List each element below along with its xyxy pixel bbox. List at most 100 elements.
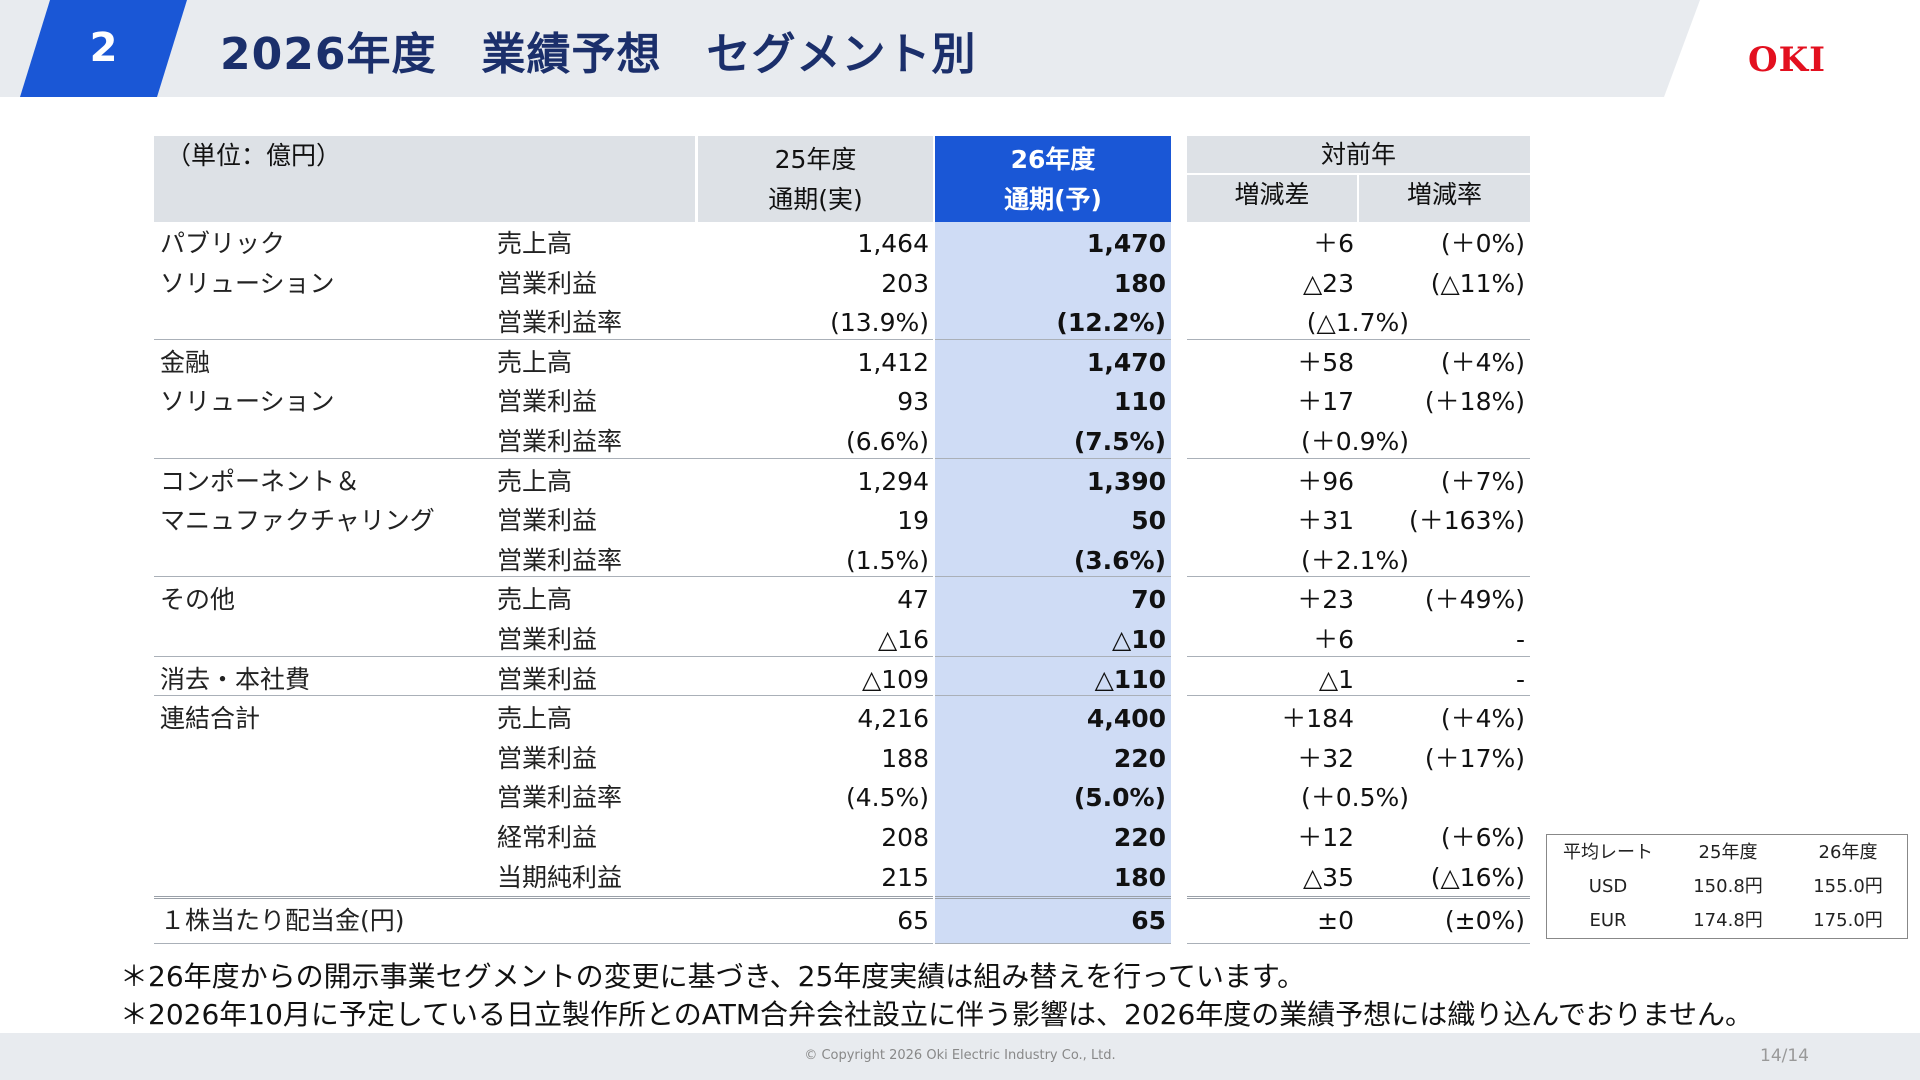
row-separator	[154, 943, 933, 945]
fy25-header-line2: 通期(実)	[768, 185, 863, 214]
yoy-rate: (＋163%)	[1409, 506, 1525, 536]
row-separator	[1187, 457, 1530, 459]
yoy-rate	[1360, 422, 1525, 462]
row-separator	[935, 695, 1171, 697]
dividend-label: １株当たり配当金(円)	[160, 906, 405, 936]
yoy-diff: (＋0.9%)	[1300, 427, 1409, 456]
line-item: 売上高	[497, 229, 573, 258]
forecast-column-highlight	[935, 136, 1171, 943]
fy26-value: 70	[1131, 585, 1166, 615]
line-item: 当期純利益	[497, 862, 623, 892]
line-item: 営業利益率	[497, 783, 623, 813]
yoy-rate: (＋4%)	[1440, 347, 1525, 377]
row-separator	[154, 576, 933, 578]
yoy-rate: (＋49%)	[1424, 585, 1525, 615]
line-item: 売上高	[497, 347, 573, 377]
yoy-rate: (△16%)	[1430, 862, 1525, 892]
table-header-fy26	[935, 136, 1171, 222]
line-item: 営業利益率	[497, 545, 623, 575]
dividend-fy25: 65	[897, 906, 929, 936]
fx-rate-box	[1546, 834, 1908, 939]
row-separator	[154, 896, 933, 900]
fy25-value: 215	[881, 862, 929, 892]
line-item: 営業利益	[497, 268, 598, 298]
line-item: 営業利益率	[497, 308, 623, 338]
yoy-diff: ＋96	[1297, 466, 1354, 496]
fx-value-cell: 175.0円	[1813, 910, 1883, 931]
fx-header-cell: 26年度	[1818, 842, 1878, 863]
yoy-rate: -	[1515, 664, 1525, 694]
fy25-value: 1,412	[857, 347, 929, 377]
segment-name: パブリック	[160, 229, 286, 258]
table-header-diff	[1187, 175, 1357, 222]
row-separator	[1187, 943, 1530, 945]
fy26-value: 220	[1113, 743, 1166, 773]
yoy-diff: ＋23	[1297, 585, 1354, 615]
fy26-value: (7.5%)	[1073, 427, 1166, 456]
section-number: 2	[89, 25, 118, 71]
fx-value-cell: USD	[1588, 876, 1628, 897]
row-separator	[935, 576, 1171, 578]
yoy-diff: (△1.7%)	[1306, 308, 1409, 338]
yoy-rate: (＋0%)	[1440, 229, 1525, 258]
fy26-value: 220	[1113, 823, 1166, 852]
fy26-value: △110	[1094, 664, 1166, 694]
row-separator	[935, 896, 1171, 900]
row-separator	[1187, 576, 1530, 578]
yoy-diff: ＋32	[1297, 743, 1354, 773]
row-separator	[154, 457, 933, 459]
row-separator	[935, 338, 1171, 340]
segment-name: 消去・本社費	[160, 664, 311, 694]
fx-value-cell: 155.0円	[1813, 876, 1883, 897]
table-header-fy25	[698, 136, 933, 222]
fy26-value: (3.6%)	[1073, 545, 1166, 575]
segment-name: ソリューション	[160, 268, 335, 298]
fx-value-cell: 150.8円	[1693, 876, 1763, 897]
page-title: 2026年度 業績予想 セグメント別	[220, 29, 977, 80]
line-item: 営業利益率	[497, 427, 623, 456]
line-item: 営業利益	[497, 387, 598, 417]
fy25-value: (1.5%)	[845, 545, 929, 575]
fy25-header-line1: 25年度	[774, 145, 857, 174]
fy25-value: 19	[897, 506, 929, 536]
fy25-value: 1,294	[857, 466, 929, 496]
fy26-value: 4,400	[1086, 704, 1166, 734]
fy25-value: 188	[881, 743, 929, 773]
dividend-rate: (±0%)	[1444, 906, 1525, 936]
line-item: 営業利益	[497, 625, 598, 654]
dividend-diff: ±0	[1317, 906, 1354, 936]
yoy-rate	[1360, 303, 1525, 343]
fy26-header-line2: 通期(予)	[1004, 185, 1102, 214]
fy25-value: 47	[897, 585, 929, 615]
fy26-value: 110	[1113, 387, 1166, 417]
header-band	[0, 0, 1700, 97]
yoy-rate: (＋18%)	[1424, 387, 1525, 417]
fy25-value: 208	[881, 823, 929, 852]
yoy-diff: ＋6	[1313, 625, 1354, 654]
copyright: © Copyright 2026 Oki Electric Industry C…	[804, 1048, 1116, 1063]
segment-name: ソリューション	[160, 387, 335, 417]
fy26-value: 180	[1113, 862, 1166, 892]
fy25-value: (13.9%)	[830, 308, 929, 338]
row-separator	[1187, 338, 1530, 340]
fy26-value: (12.2%)	[1056, 308, 1166, 338]
oki-logo: OKI	[1748, 40, 1827, 80]
segment-name: マニュファクチャリング	[160, 506, 435, 536]
yoy-rate	[1360, 541, 1525, 581]
table-header-yoy	[1187, 136, 1530, 173]
unit-label: （単位：億円）	[166, 141, 342, 170]
page-counter: 14/14	[1760, 1046, 1809, 1066]
fy26-value: 180	[1113, 268, 1166, 298]
fy26-value: 50	[1131, 506, 1166, 536]
line-item: 売上高	[497, 466, 573, 496]
yoy-diff: ＋17	[1297, 387, 1354, 417]
table-header-left	[154, 136, 695, 222]
section-number-box	[20, 0, 187, 97]
yoy-header: 対前年	[1320, 140, 1396, 169]
segment-name: 金融	[160, 347, 211, 377]
yoy-rate	[1360, 778, 1525, 818]
line-item: 売上高	[497, 704, 573, 734]
row-separator	[1187, 655, 1530, 657]
fy26-value: △10	[1111, 625, 1166, 654]
line-item: 売上高	[497, 585, 573, 615]
